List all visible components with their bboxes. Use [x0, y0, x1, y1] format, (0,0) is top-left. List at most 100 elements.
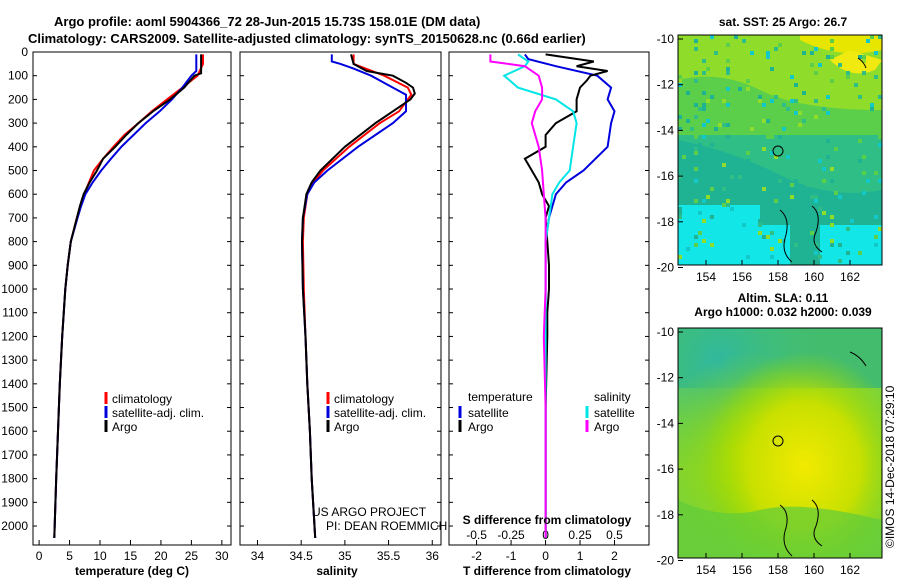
- sst-pixel: [790, 143, 794, 147]
- argo-location-marker: [772, 435, 784, 447]
- sst-pixel: [726, 59, 730, 63]
- map-x-tick-label: 154: [696, 270, 716, 284]
- x-tick-label: 35: [338, 549, 352, 563]
- s-diff-tick-label: -0.25: [497, 528, 525, 542]
- sst-pixel: [790, 195, 794, 199]
- temperature-x-axis: 0 5 10 15 20 25 30: [36, 540, 229, 563]
- sst-pixel: [686, 91, 690, 95]
- temperature-satellite-adj-clim--line: [53, 54, 198, 538]
- sst-pixel: [722, 103, 726, 107]
- sst-pixel: [750, 127, 754, 131]
- sst-pixel: [722, 187, 726, 191]
- sst-pixel: [814, 47, 818, 51]
- sst-pixel: [866, 179, 870, 183]
- sst-pixel: [854, 83, 858, 87]
- sst-pixel: [766, 51, 770, 55]
- sst-pixel: [770, 63, 774, 67]
- sst-pixel: [770, 135, 774, 139]
- sst-pixel: [794, 63, 798, 67]
- depth-tick-label: 100: [8, 69, 28, 83]
- depth-axis: 0 100 200 300 400 500 600 700 800 900 1000 1100 1200…: [1, 45, 649, 533]
- sst-pixel: [678, 79, 682, 83]
- sst-pixel: [862, 71, 866, 75]
- salinity-series: [300, 54, 416, 538]
- sla-map-title-line2: Argo h1000: 0.032 h2000: 0.039: [694, 305, 872, 319]
- sst-pixel: [874, 235, 878, 239]
- sst-pixel: [846, 251, 850, 255]
- map-x-tick-label: 162: [840, 270, 860, 284]
- sst-pixel: [830, 55, 834, 59]
- map-x-tick-label: 156: [732, 563, 752, 577]
- sst-pixel: [826, 95, 830, 99]
- sst-pixel: [802, 91, 806, 95]
- sst-pixel: [822, 107, 826, 111]
- sst-pixel: [770, 247, 774, 251]
- map-y-tick-label: -12: [657, 78, 675, 92]
- sst-pixel: [694, 179, 698, 183]
- sst-pixel: [710, 215, 714, 219]
- argo-location-marker: [772, 145, 784, 157]
- salinity-legend: climatology satellite-adj. clim. Argo US…: [312, 392, 447, 533]
- x-tick-label: -2: [471, 549, 482, 563]
- depth-tick-label: 0: [21, 45, 28, 59]
- sst-pixel: [746, 87, 750, 91]
- sst-pixel: [730, 207, 734, 211]
- sst-pixel: [862, 171, 866, 175]
- sst-pixel: [778, 127, 782, 131]
- sst-pixel: [694, 103, 698, 107]
- sst-pixel: [798, 123, 802, 127]
- s-diff-tick-label: 0.5: [606, 528, 623, 542]
- sst-pixel: [702, 103, 706, 107]
- x-tick-label: 10: [93, 549, 107, 563]
- sst-pixel: [866, 39, 870, 43]
- map-y-tick-label: -14: [657, 416, 675, 430]
- sst-pixel: [878, 35, 882, 39]
- sst-pixel: [794, 111, 798, 115]
- sst-pixel: [870, 103, 874, 107]
- legend-salinity-title: salinity: [594, 390, 631, 404]
- legend-t-argo-label: Argo: [468, 420, 494, 434]
- legend-t-satellite-label: satellite: [468, 406, 509, 420]
- sst-pixel: [838, 95, 842, 99]
- sst-pixel: [818, 167, 822, 171]
- sst-pixel: [878, 143, 882, 147]
- sst-pixel: [810, 151, 814, 155]
- map-y-tick-label: -18: [657, 508, 675, 522]
- legend-temperature-title: temperature: [468, 390, 533, 404]
- sst-pixel: [874, 243, 878, 247]
- legend-satellite-label: satellite-adj. clim.: [334, 406, 426, 420]
- map-x-tick-label: 160: [804, 270, 824, 284]
- sst-pixel: [758, 231, 762, 235]
- sst-pixel: [810, 195, 814, 199]
- sst-pixel: [862, 155, 866, 159]
- sst-pixel: [830, 167, 834, 171]
- sst-pixel: [766, 135, 770, 139]
- sst-pixel: [694, 235, 698, 239]
- sst-pixel: [878, 135, 882, 139]
- sst-pixel: [710, 95, 714, 99]
- sst-pixel: [694, 243, 698, 247]
- sst-pixel: [746, 151, 750, 155]
- legend-satellite-label: satellite-adj. clim.: [112, 406, 204, 420]
- x-tick-label: 36: [426, 549, 440, 563]
- sst-pixel: [678, 127, 682, 131]
- sst-pixel: [778, 43, 782, 47]
- sst-pixel: [814, 115, 818, 119]
- depth-tick-label: 600: [8, 187, 28, 201]
- sst-pixel: [726, 199, 730, 203]
- sst-pixel: [694, 151, 698, 155]
- map-x-tick-label: 160: [804, 563, 824, 577]
- sst-pixel: [722, 91, 726, 95]
- sst-pixel: [706, 67, 710, 71]
- sst-pixel: [746, 159, 750, 163]
- sst-pixel: [870, 151, 874, 155]
- sst-pixel: [830, 223, 834, 227]
- sst-pixel: [694, 135, 698, 139]
- sst-pixel: [778, 87, 782, 91]
- sst-pixel: [810, 51, 814, 55]
- depth-tick-label: 200: [8, 92, 28, 106]
- sst-pixel: [834, 191, 838, 195]
- sla-map-title-line1: Altim. SLA: 0.11: [738, 291, 829, 305]
- sst-pixel: [846, 227, 850, 231]
